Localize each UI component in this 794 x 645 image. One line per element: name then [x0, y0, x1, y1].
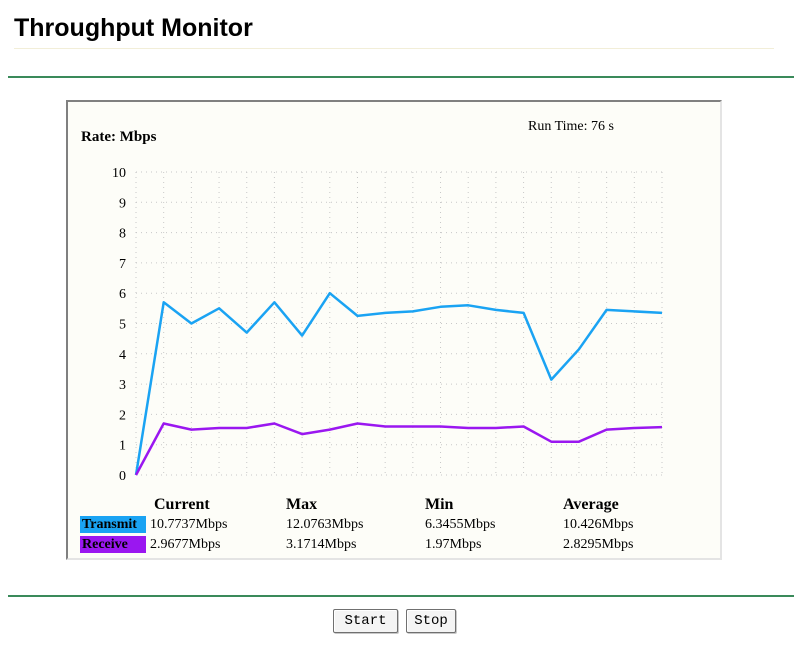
- run-time-value: 76 s: [591, 119, 614, 134]
- header-max: Max: [286, 496, 318, 513]
- y-tick-label: 3: [119, 378, 126, 393]
- y-tick-label: 8: [119, 227, 126, 242]
- start-button[interactable]: Start: [333, 609, 398, 633]
- throughput-line-chart: 0 1 2 3 4 5 6 7 8 9 10: [112, 166, 663, 484]
- transmit-min: 6.3455Mbps: [425, 517, 496, 532]
- transmit-row: Transmit 10.7737Mbps 12.0763Mbps 6.3455M…: [80, 516, 700, 534]
- receive-legend: Receive: [80, 536, 146, 553]
- y-tick-label: 0: [119, 469, 126, 484]
- y-tick-label: 4: [119, 348, 126, 363]
- header-average: Average: [563, 496, 619, 513]
- bottom-divider: [8, 595, 794, 597]
- y-tick-label: 2: [119, 408, 126, 423]
- top-divider: [8, 76, 794, 78]
- throughput-chart-panel: Rate: Mbps Run Time: 76 s 0 1 2 3 4 5 6 7 8 9 10 C…: [66, 100, 722, 560]
- title-underline: [14, 48, 774, 49]
- y-axis-ticks: 0 1 2 3 4 5 6 7 8 9 10: [112, 166, 126, 484]
- receive-row: Receive 2.9677Mbps 3.1714Mbps 1.97Mbps 2…: [80, 536, 700, 554]
- transmit-max: 12.0763Mbps: [286, 517, 364, 532]
- transmit-current: 10.7737Mbps: [150, 517, 228, 532]
- y-tick-label: 9: [119, 196, 126, 211]
- receive-max: 3.1714Mbps: [286, 537, 357, 552]
- receive-average: 2.8295Mbps: [563, 537, 634, 552]
- run-time-readout: Run Time: 76 s: [528, 119, 614, 135]
- header-min: Min: [425, 496, 454, 513]
- y-tick-label: 10: [112, 166, 126, 181]
- series-line-receive: [134, 422, 663, 476]
- chart-series: [134, 291, 663, 476]
- y-tick-label: 1: [119, 439, 126, 454]
- transmit-legend: Transmit: [80, 516, 146, 533]
- y-tick-label: 5: [119, 318, 126, 333]
- receive-current: 2.9677Mbps: [150, 537, 221, 552]
- run-time-label: Run Time:: [528, 119, 588, 134]
- header-current: Current: [154, 496, 210, 513]
- page-title: Throughput Monitor: [14, 14, 253, 42]
- y-tick-label: 7: [119, 257, 126, 272]
- stop-button[interactable]: Stop: [406, 609, 456, 633]
- receive-min: 1.97Mbps: [425, 537, 482, 552]
- y-tick-label: 6: [119, 287, 126, 302]
- series-line-transmit: [134, 291, 663, 476]
- transmit-average: 10.426Mbps: [563, 517, 634, 532]
- chart-grid: [135, 171, 663, 476]
- rate-unit-label: Rate: Mbps: [81, 129, 157, 145]
